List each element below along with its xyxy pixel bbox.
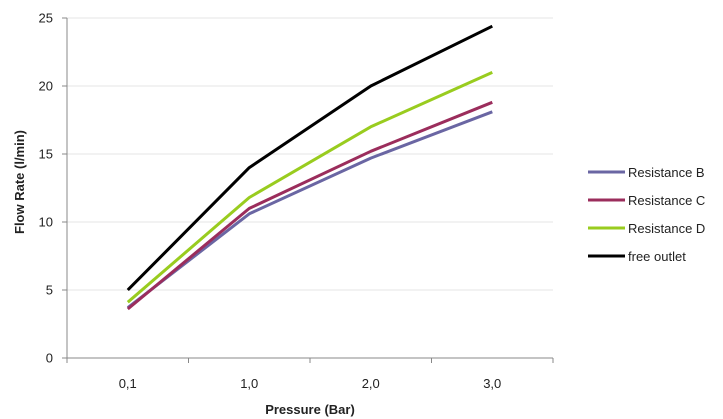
legend-label: Resistance D xyxy=(628,221,705,236)
y-tick-label: 5 xyxy=(46,283,53,298)
gridlines xyxy=(67,17,553,291)
series-line xyxy=(126,100,493,311)
legend-label: Resistance C xyxy=(628,193,705,208)
y-tick-label: 20 xyxy=(39,79,53,94)
x-tick-label: 2,0 xyxy=(362,376,380,391)
series-line xyxy=(126,24,493,292)
series-line xyxy=(126,110,493,309)
series-line xyxy=(126,71,493,304)
x-axis-title: Pressure (Bar) xyxy=(265,402,355,417)
axes xyxy=(62,17,554,363)
x-tick-label: 0,1 xyxy=(119,376,137,391)
y-axis-title: Flow Rate (l/min) xyxy=(12,130,27,234)
y-tick-label: 0 xyxy=(46,351,53,366)
legend-label: free outlet xyxy=(628,249,686,264)
x-tick-label: 3,0 xyxy=(483,376,501,391)
x-tick-label: 1,0 xyxy=(240,376,258,391)
series-lines xyxy=(126,24,493,311)
y-tick-label: 25 xyxy=(39,11,53,26)
legend: Resistance B Resistance C Resistance D free… xyxy=(588,165,705,264)
y-tick-label: 10 xyxy=(39,215,53,230)
tick-labels: 0 5 10 15 20 25 0,1 1,0 2,0 3,0 xyxy=(39,11,502,392)
legend-label: Resistance B xyxy=(628,165,705,180)
y-tick-label: 15 xyxy=(39,147,53,162)
